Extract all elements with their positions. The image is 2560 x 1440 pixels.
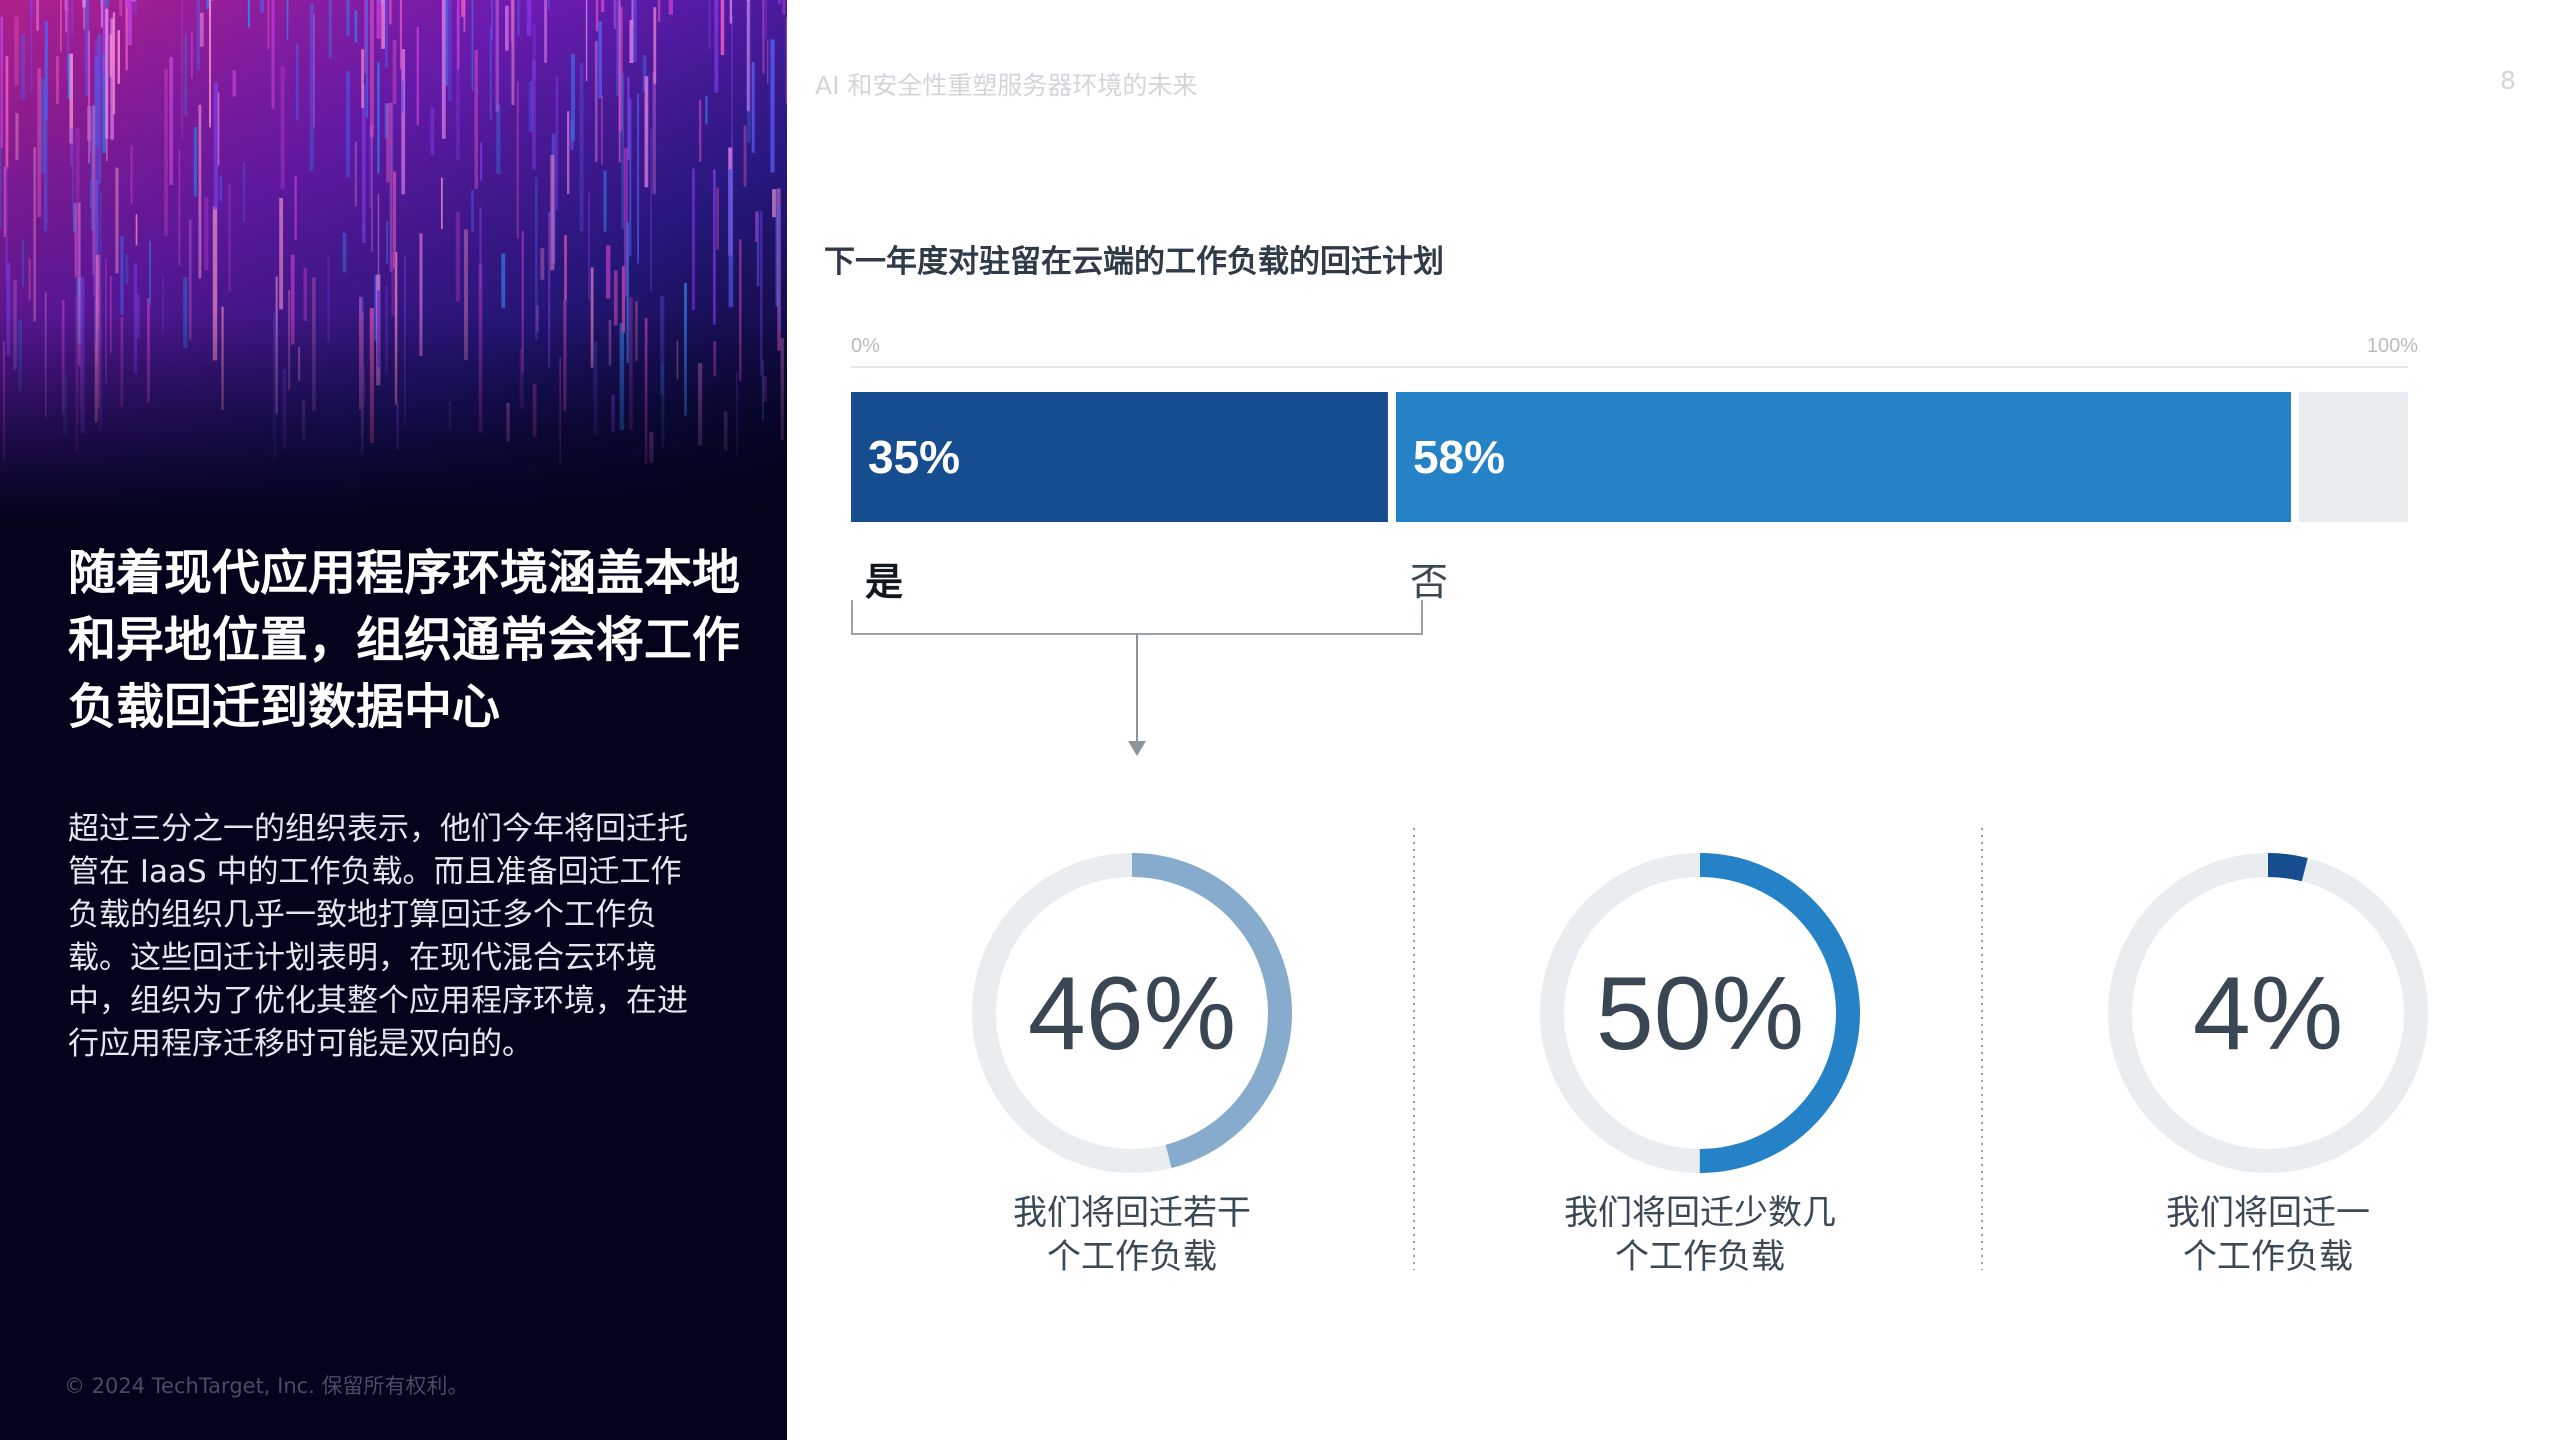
chart-title: 下一年度对驻留在云端的工作负载的回迁计划 — [824, 244, 1444, 280]
bracket-connector — [851, 600, 1423, 635]
donut-caption-line: 个工作负载 — [2183, 1237, 2353, 1277]
document-title: AI 和安全性重塑服务器环境的未来 — [815, 71, 1198, 100]
axis-label-min: 0% — [851, 335, 880, 357]
bar-value-label-0: 35% — [868, 431, 960, 483]
donut-caption-1: 我们将回迁少数几 个工作负载 — [1540, 1191, 1860, 1279]
donut-caption-2: 我们将回迁一 个工作负载 — [2108, 1191, 2428, 1279]
donut-value-label-0: 46% — [1028, 956, 1236, 1072]
left-panel: 随着现代应用程序环境涵盖本地和异地位置，组织通常会将工作负载回迁到数据中心 超过… — [0, 0, 787, 1440]
donut-value-label-2: 4% — [2193, 956, 2343, 1072]
bar-segment-1 — [1395, 392, 2292, 522]
axis-label-max: 100% — [2367, 335, 2418, 357]
donut-arc-1 — [1540, 853, 1860, 1173]
bar-segment-0 — [851, 392, 1388, 522]
donut-caption-line: 个工作负载 — [1615, 1237, 1785, 1277]
body-paragraph: 超过三分之一的组织表示，他们今年将回迁托管在 IaaS 中的工作负载。而且准备回… — [68, 811, 688, 1062]
donut-arc-2 — [2108, 853, 2428, 1173]
copyright-notice: © 2024 TechTarget, Inc. 保留所有权利。 — [64, 1374, 469, 1398]
arrow-down-icon — [1128, 741, 1146, 756]
hero-abstract-image — [0, 0, 787, 520]
donut-caption-0: 我们将回迁若干 个工作负载 — [972, 1191, 1292, 1279]
donut-arc-0 — [972, 853, 1292, 1173]
donut-caption-line: 个工作负载 — [1047, 1237, 1217, 1277]
bar-category-label-1: 否 — [1410, 560, 1448, 604]
page-number: 8 — [2500, 66, 2516, 95]
donut-caption-line: 我们将回迁一 — [2166, 1193, 2370, 1233]
donut-value-label-1: 50% — [1596, 956, 1804, 1072]
bar-category-label-0: 是 — [865, 560, 903, 604]
donut-caption-line: 我们将回迁若干 — [1013, 1193, 1251, 1233]
bar-value-label-1: 58% — [1413, 431, 1505, 483]
bar-segment-2 — [2299, 392, 2408, 522]
headline: 随着现代应用程序环境涵盖本地和异地位置，组织通常会将工作负载回迁到数据中心 — [68, 545, 741, 735]
donut-caption-line: 我们将回迁少数几 — [1564, 1193, 1836, 1233]
